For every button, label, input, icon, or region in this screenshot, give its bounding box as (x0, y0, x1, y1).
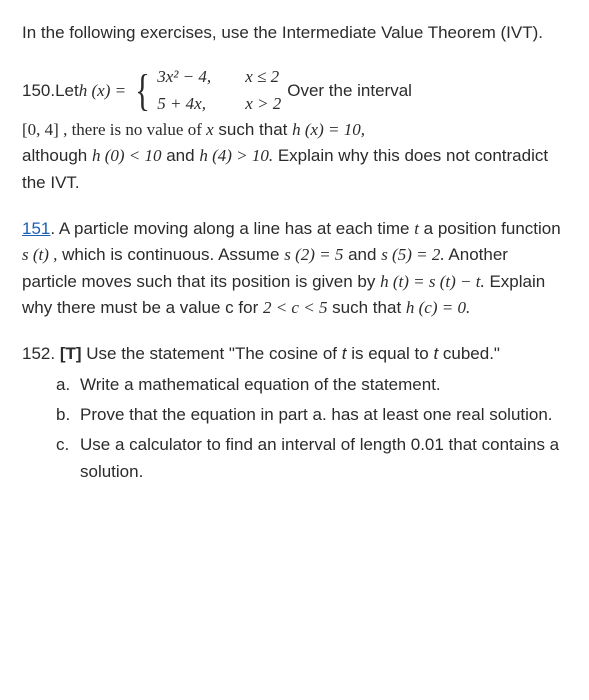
problem-152-parts: a. Write a mathematical equation of the … (22, 372, 567, 485)
problem-number: 150. (22, 78, 55, 104)
text: cubed." (438, 344, 500, 363)
cases: 3x² − 4, x ≤ 2 5 + 4x, x > 2 (157, 64, 281, 117)
list-item: c. Use a calculator to find an interval … (56, 432, 567, 485)
list-marker: c. (56, 432, 80, 485)
text: . (50, 219, 59, 238)
case-expr: 5 + 4x, (157, 91, 235, 117)
text: a position function (419, 219, 561, 238)
math-var: x (206, 120, 214, 139)
list-marker: b. (56, 402, 80, 428)
instructions: In the following exercises, use the Inte… (22, 20, 567, 46)
math-expr: h (c) = 0. (406, 298, 470, 317)
list-text: Use a calculator to find an interval of … (80, 432, 567, 485)
problem-150: 150. Let h (x) = { 3x² − 4, x ≤ 2 5 + 4x… (22, 64, 567, 196)
text: although (22, 146, 92, 165)
left-brace-icon: { (135, 69, 150, 113)
text: such that (327, 298, 405, 317)
list-text: Prove that the equation in part a. has a… (80, 402, 553, 428)
text: and (162, 146, 200, 165)
problem-150-line1: 150. Let h (x) = { 3x² − 4, x ≤ 2 5 + 4x… (22, 64, 567, 117)
text: and (343, 245, 381, 264)
problem-150-line3: although h (0) < 10 and h (4) > 10. Expl… (22, 143, 567, 196)
math-expr: s (t) , (22, 245, 57, 264)
text: Over the interval (287, 78, 412, 104)
text: Let (55, 78, 79, 104)
text: such that (214, 120, 292, 139)
text: which is continuous. Assume (57, 245, 284, 264)
text: [0, 4] , there is no value of (22, 120, 206, 139)
piecewise-function: { 3x² − 4, x ≤ 2 5 + 4x, x > 2 (132, 64, 281, 117)
list-item: b. Prove that the equation in part a. ha… (56, 402, 567, 428)
list-item: a. Write a mathematical equation of the … (56, 372, 567, 398)
math-expr: s (5) = 2. (381, 245, 444, 264)
tech-tag: [T] (60, 344, 86, 363)
case-row: 5 + 4x, x > 2 (157, 91, 281, 117)
list-marker: a. (56, 372, 80, 398)
problem-150-line2: [0, 4] , there is no value of x such tha… (22, 117, 567, 143)
case-cond: x > 2 (235, 91, 281, 117)
problem-152-stem: 152. [T] Use the statement "The cosine o… (22, 341, 567, 367)
math-expr: 2 < c < 5 (263, 298, 328, 317)
math-expr: s (2) = 5 (284, 245, 343, 264)
case-row: 3x² − 4, x ≤ 2 (157, 64, 281, 90)
math-hx: h (x) = (79, 78, 126, 104)
problem-number-link[interactable]: 151 (22, 219, 50, 238)
list-text: Write a mathematical equation of the sta… (80, 372, 441, 398)
math-expr: h (0) < 10 (92, 146, 162, 165)
math-expr: h (4) > 10. (199, 146, 273, 165)
text: is equal to (346, 344, 433, 363)
problem-number: 152. (22, 344, 60, 363)
text: Use the statement "The cosine of (86, 344, 342, 363)
math-expr: h (t) = s (t) − t. (380, 272, 485, 291)
problem-151: 151. A particle moving along a line has … (22, 216, 567, 321)
math-expr: h (x) = 10, (292, 120, 365, 139)
case-cond: x ≤ 2 (235, 64, 279, 90)
text: A particle moving along a line has at ea… (59, 219, 414, 238)
problem-152: 152. [T] Use the statement "The cosine o… (22, 341, 567, 485)
case-expr: 3x² − 4, (157, 64, 235, 90)
